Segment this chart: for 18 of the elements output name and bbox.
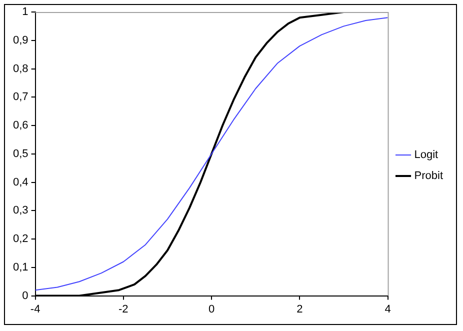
y-tick-label: 1 [22,6,28,18]
x-tick-label: 4 [384,303,391,316]
y-tick-label: 0,5 [12,148,28,160]
legend-label: Logit [414,149,438,162]
x-tick-label: 2 [296,303,303,316]
y-tick-label: 0,7 [12,91,28,104]
y-tick-label: 0 [22,290,28,302]
legend-label: Probit [414,170,444,182]
y-tick-label: 0,8 [12,62,28,75]
x-tick-label: 0 [208,303,215,316]
y-tick-label: 0,6 [12,120,28,132]
y-tick-label: 0,4 [12,176,28,188]
y-tick-label: 0,9 [12,34,28,46]
y-tick-label: 0,1 [12,261,28,274]
x-tick-label: -2 [118,303,128,316]
y-tick-label: 0,2 [12,233,28,246]
x-tick-label: -4 [30,303,40,316]
y-tick-label: 0,3 [12,204,28,217]
